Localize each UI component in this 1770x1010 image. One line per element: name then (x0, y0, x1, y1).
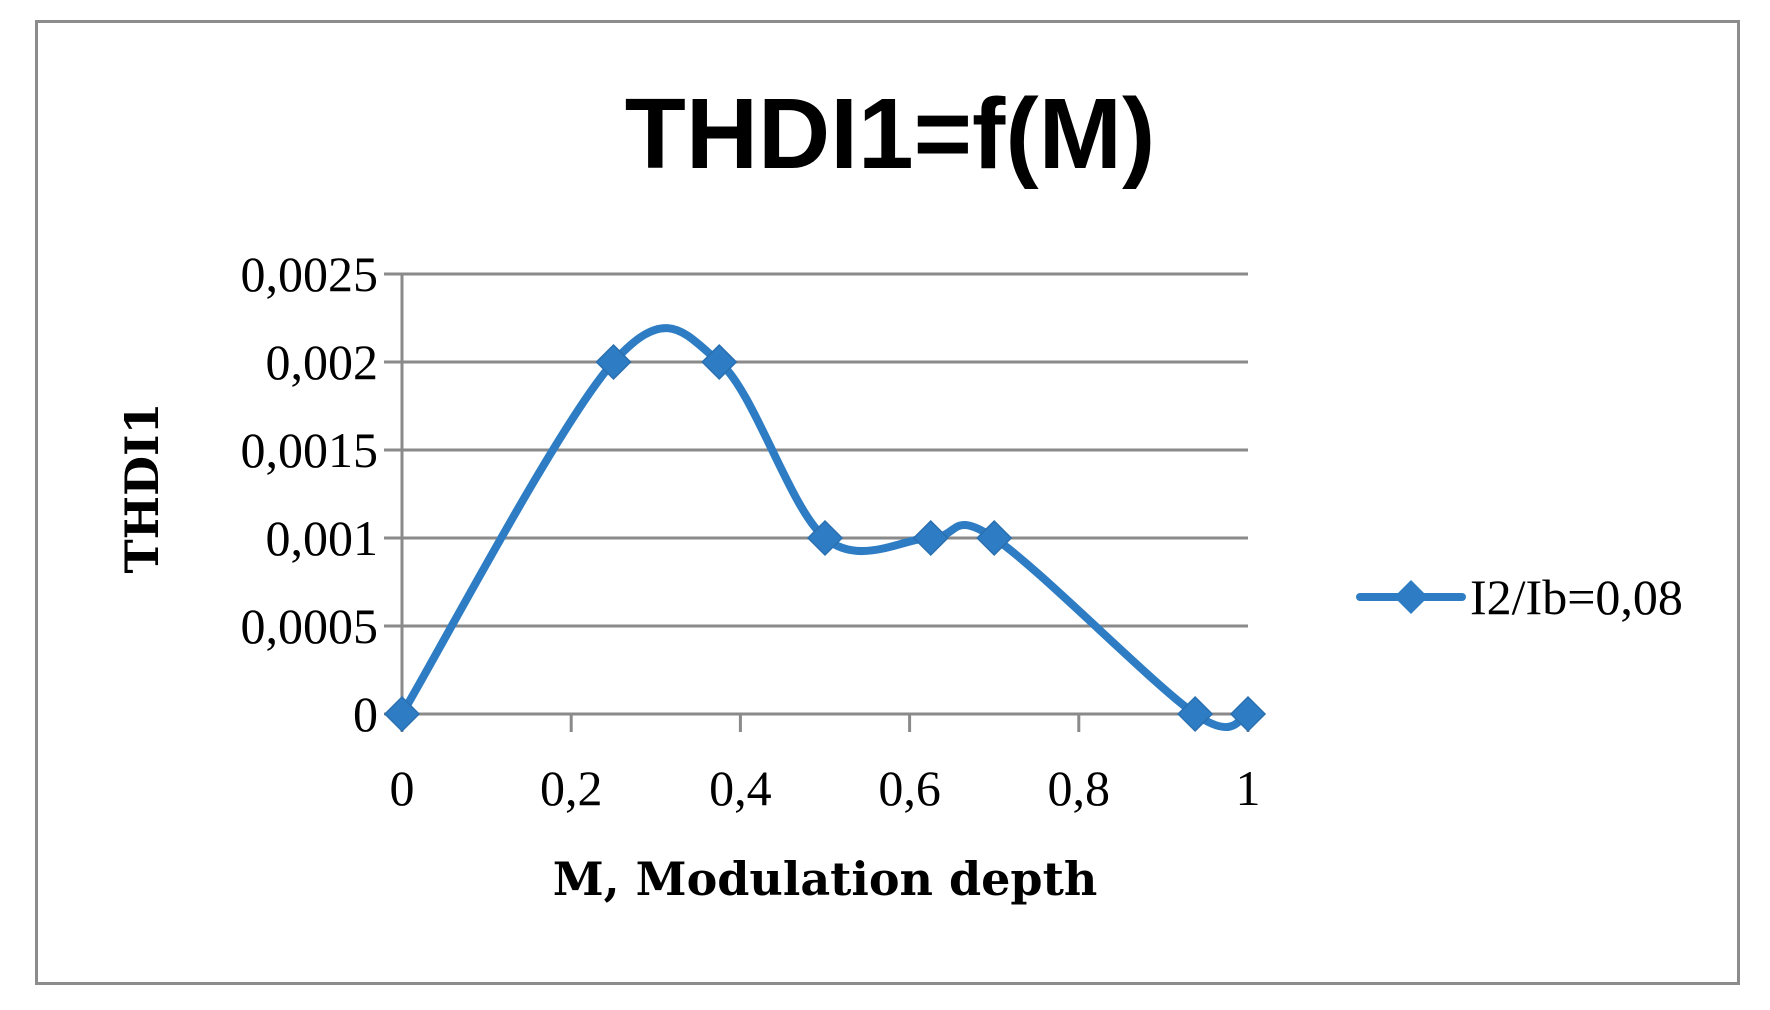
x-tick-label: 0,6 (878, 760, 941, 816)
x-tick-label: 0,4 (709, 760, 772, 816)
y-tick-label: 0,0025 (241, 246, 379, 302)
grid-lines (384, 272, 1248, 628)
x-tick-labels: 0 0,2 0,4 0,6 0,8 1 (390, 760, 1261, 816)
y-tick-label: 0,002 (266, 334, 379, 390)
chart-title: THDI1=f(M) (625, 78, 1156, 190)
data-point-marker (595, 343, 632, 381)
x-tick-label: 0 (390, 760, 415, 816)
y-axis-title: THDI1 (115, 402, 169, 573)
data-point-marker (383, 695, 421, 733)
y-tick-label: 0,0015 (241, 422, 379, 478)
legend-label: I2/Ib=0,08 (1470, 569, 1683, 625)
x-axis-title: M, Modulation depth (553, 852, 1098, 906)
x-tick-label: 0,2 (540, 760, 603, 816)
legend: I2/Ib=0,08 (1356, 569, 1683, 625)
data-point-marker (806, 519, 844, 557)
data-point-marker (701, 343, 738, 381)
y-tick-label: 0 (353, 686, 378, 742)
legend-marker (1394, 580, 1428, 614)
axes (384, 274, 1250, 732)
data-point-marker (912, 519, 949, 557)
y-tick-labels: 0 0,0005 0,001 0,0015 0,002 0,0025 (241, 246, 379, 742)
data-point-marker (1229, 695, 1267, 733)
chart-frame (35, 20, 1740, 985)
x-tick-label: 0,8 (1048, 760, 1111, 816)
x-tick-label: 1 (1236, 760, 1261, 816)
y-tick-label: 0,0005 (241, 598, 379, 654)
series-layer (383, 324, 1267, 733)
y-tick-label: 0,001 (266, 510, 379, 566)
data-point-marker (1177, 695, 1214, 733)
data-point-marker (976, 519, 1013, 557)
